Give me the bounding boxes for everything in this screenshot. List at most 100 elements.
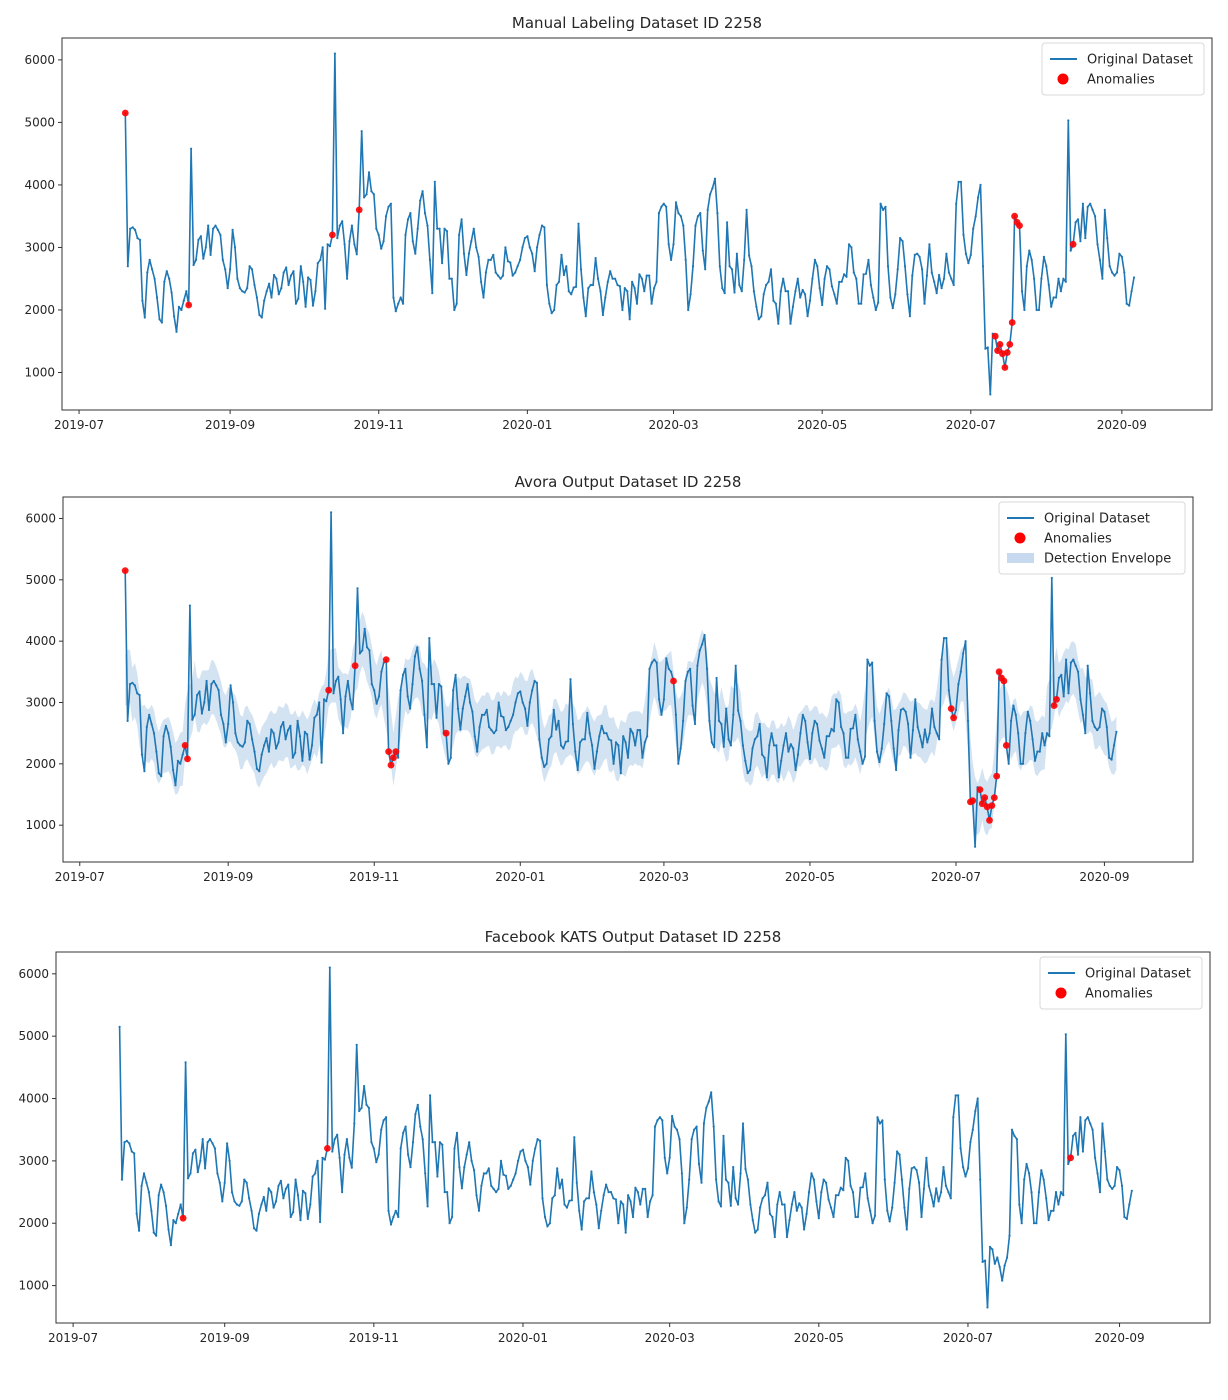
data-point bbox=[940, 1191, 943, 1194]
data-point bbox=[925, 1156, 928, 1159]
data-point bbox=[407, 1153, 410, 1156]
data-point bbox=[913, 1166, 916, 1169]
data-point bbox=[587, 287, 590, 290]
data-point bbox=[325, 700, 328, 703]
data-point bbox=[462, 252, 466, 255]
data-point bbox=[1047, 283, 1050, 287]
data-point bbox=[750, 265, 753, 268]
data-point bbox=[482, 1172, 485, 1175]
data-point bbox=[294, 1178, 297, 1181]
data-point bbox=[700, 1181, 703, 1184]
data-point bbox=[830, 285, 834, 288]
data-point bbox=[1031, 738, 1034, 741]
data-point bbox=[355, 253, 358, 256]
data-point bbox=[435, 716, 438, 719]
data-point bbox=[248, 722, 251, 726]
data-point bbox=[210, 683, 213, 686]
data-point bbox=[1050, 305, 1053, 308]
data-point bbox=[672, 243, 675, 246]
data-point bbox=[468, 701, 472, 704]
data-point bbox=[397, 302, 400, 305]
data-point bbox=[574, 750, 577, 753]
data-point bbox=[670, 258, 673, 261]
data-point bbox=[443, 227, 446, 230]
data-point bbox=[1074, 1131, 1077, 1134]
data-point bbox=[221, 258, 224, 261]
data-point bbox=[614, 1198, 618, 1201]
data-point bbox=[571, 722, 575, 726]
data-point bbox=[431, 1141, 434, 1144]
data-point bbox=[601, 313, 605, 317]
data-point bbox=[164, 724, 167, 727]
data-point bbox=[328, 245, 332, 248]
data-point bbox=[211, 1142, 214, 1145]
data-point bbox=[901, 240, 904, 243]
data-point bbox=[716, 212, 719, 215]
data-point bbox=[181, 753, 184, 756]
data-point bbox=[285, 266, 288, 269]
data-point bbox=[516, 265, 519, 268]
data-point bbox=[129, 227, 132, 230]
data-point bbox=[468, 1141, 471, 1144]
data-point bbox=[795, 1209, 798, 1212]
data-point bbox=[207, 224, 210, 227]
data-point bbox=[705, 1106, 708, 1109]
data-point bbox=[212, 679, 215, 683]
data-point bbox=[903, 1206, 906, 1209]
data-point bbox=[1091, 719, 1094, 722]
data-point bbox=[780, 759, 783, 762]
data-point bbox=[923, 728, 927, 731]
data-point bbox=[864, 1172, 867, 1175]
data-point bbox=[904, 710, 907, 713]
data-point bbox=[1081, 713, 1084, 716]
data-point bbox=[250, 268, 254, 271]
y-tick-label: 3000 bbox=[25, 696, 56, 710]
data-point bbox=[763, 756, 766, 759]
data-point bbox=[1079, 240, 1082, 243]
data-point bbox=[1032, 1222, 1036, 1225]
data-point bbox=[851, 727, 855, 730]
data-point bbox=[1079, 1116, 1082, 1119]
data-point bbox=[148, 713, 151, 716]
data-point bbox=[1057, 1203, 1060, 1206]
data-point bbox=[727, 1181, 730, 1184]
data-point bbox=[433, 180, 436, 183]
data-point bbox=[1050, 576, 1053, 580]
data-point bbox=[531, 1159, 534, 1162]
data-point bbox=[206, 1141, 209, 1144]
series-line-original-dataset bbox=[124, 511, 1118, 848]
data-point bbox=[609, 270, 612, 273]
data-point bbox=[867, 258, 870, 261]
data-point bbox=[440, 685, 443, 688]
data-point bbox=[524, 707, 527, 710]
data-point bbox=[840, 280, 843, 283]
data-point bbox=[663, 1156, 666, 1159]
data-point bbox=[345, 1138, 348, 1141]
data-point bbox=[1112, 744, 1116, 747]
data-point bbox=[1067, 692, 1070, 695]
data-point bbox=[634, 1186, 637, 1189]
data-point bbox=[607, 1191, 610, 1194]
data-point bbox=[847, 1159, 850, 1162]
data-point bbox=[270, 728, 273, 731]
legend-box bbox=[1041, 42, 1205, 96]
data-point bbox=[1029, 719, 1032, 722]
data-point bbox=[998, 1265, 1001, 1268]
data-point bbox=[1096, 243, 1099, 246]
data-point bbox=[1096, 1172, 1099, 1175]
data-point bbox=[974, 845, 977, 848]
data-point bbox=[188, 604, 191, 607]
data-point bbox=[1089, 692, 1092, 695]
x-tick-label: 2019-07 bbox=[54, 418, 104, 432]
data-point bbox=[981, 1260, 984, 1263]
data-point bbox=[737, 1203, 740, 1206]
data-point bbox=[760, 315, 763, 318]
x-tick-label: 2019-07 bbox=[48, 1331, 98, 1345]
data-point bbox=[404, 233, 407, 236]
data-point bbox=[492, 253, 495, 256]
data-point bbox=[903, 265, 907, 268]
data-point bbox=[152, 1231, 155, 1234]
data-point bbox=[849, 1184, 852, 1187]
data-point bbox=[732, 713, 735, 716]
data-point bbox=[516, 692, 520, 695]
